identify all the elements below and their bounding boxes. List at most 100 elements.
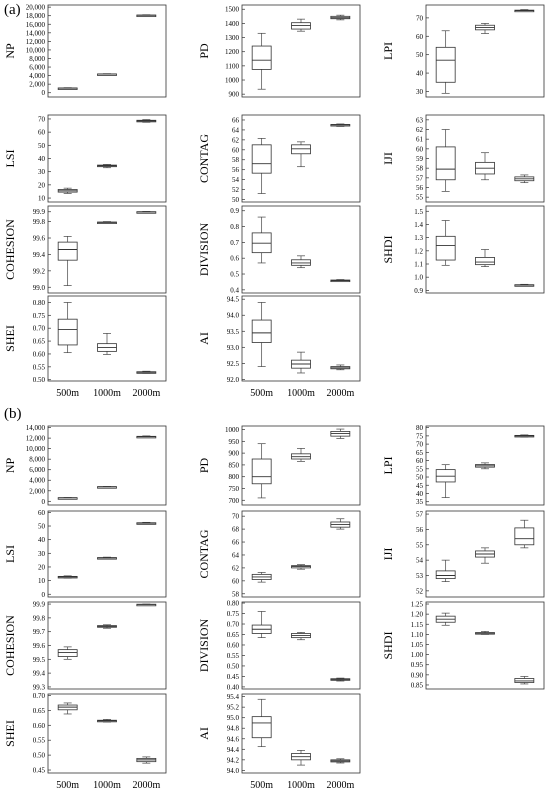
y-axis-label: AI (197, 727, 211, 740)
y-tick-label: 70 (416, 14, 424, 22)
y-tick-label: 0.60 (227, 641, 240, 649)
y-tick-label: 0.45 (33, 767, 46, 775)
y-tick-label: 0.50 (33, 376, 46, 384)
y-tick-label: 99.6 (33, 642, 46, 650)
plot-frame (241, 425, 361, 506)
box-500m (251, 443, 272, 499)
y-tick-label: 0.60 (33, 350, 46, 358)
y-tick-label: 10,000 (26, 46, 46, 54)
y-tick-label: 94.5 (227, 296, 240, 304)
box-2000m (330, 758, 351, 764)
box-1000m (97, 73, 117, 76)
y-tick-label: 0.4 (230, 286, 239, 294)
chart-ai: AI 92.0 92.5 93.0 93.5 94.0 94.5 500m 1000m 2000m (197, 295, 361, 399)
y-tick-label: 0.55 (33, 363, 46, 371)
y-tick-label: 66 (232, 116, 240, 124)
box-1000m (291, 750, 311, 766)
y-tick-label: 63 (416, 116, 424, 124)
y-tick-label: 1.05 (411, 641, 424, 649)
y-tick-label: 0.40 (227, 683, 240, 691)
y-tick-label: 62 (232, 564, 240, 572)
y-axis-label: NP (3, 458, 17, 474)
y-tick-label: 0.65 (33, 338, 46, 346)
y-tick-label: 99.7 (33, 628, 46, 636)
y-tick-label: 6,000 (29, 466, 45, 474)
y-tick-label: 70 (416, 441, 424, 449)
y-tick-label: 6,000 (29, 64, 45, 72)
x-tick-label: 2000m (326, 780, 354, 791)
x-tick-label: 500m (250, 388, 273, 399)
y-axis-label: COHESION (3, 219, 17, 280)
box-500m (57, 646, 78, 660)
box-500m (435, 30, 456, 94)
box-1000m (291, 351, 311, 374)
y-tick-label: 1000 (225, 426, 240, 434)
box-2000m (514, 283, 535, 287)
y-tick-label: 60 (232, 577, 240, 585)
box-500m (57, 575, 78, 579)
box-500m (251, 572, 272, 583)
box-1000m (291, 141, 311, 168)
panel-b: (b) NP 0 2,000 4,000 6,000 8,000 10,000 12,000 14… (3, 406, 545, 791)
chart-pd: PD 700 750 800 850 900 950 1000 (197, 425, 361, 506)
y-tick-label: 1.00 (411, 651, 424, 659)
box-2000m (330, 518, 351, 530)
plot-frame (47, 295, 167, 382)
y-tick-label: 18,000 (26, 12, 46, 20)
chart-shdi: SHDI 0.85 0.90 0.95 1.00 1.05 1.10 1.15 1.20 1.25 (381, 601, 545, 689)
y-tick-label: 0.65 (227, 631, 240, 639)
box-1000m (475, 547, 495, 564)
y-tick-label: 95.0 (227, 714, 240, 722)
y-tick-label: 30 (38, 550, 46, 558)
y-tick-label: 0.95 (411, 661, 424, 669)
y-tick-label: 900 (229, 91, 240, 99)
box-2000m (514, 519, 535, 549)
y-tick-label: 2,000 (29, 81, 45, 89)
chart-division: DIVISION 0.40 0.45 0.50 0.55 0.60 0.65 0.70 0.75… (197, 600, 361, 691)
box-500m (435, 464, 456, 498)
y-tick-label: 59 (416, 155, 424, 163)
plot-frame (47, 114, 167, 203)
y-tick-label: 750 (229, 485, 240, 493)
box-1000m (97, 624, 117, 629)
box-1000m (475, 249, 495, 267)
plot-frame (241, 693, 361, 774)
y-tick-label: 94.0 (227, 312, 240, 320)
box-1000m (291, 448, 311, 462)
y-axis-label: CONTAG (197, 134, 211, 183)
box-1000m (291, 632, 311, 641)
y-tick-label: 60 (38, 509, 46, 517)
y-tick-label: 1000 (225, 77, 240, 85)
y-tick-label: 95.4 (227, 693, 240, 701)
y-tick-label: 56 (416, 526, 424, 534)
y-tick-label: 0.50 (33, 752, 46, 760)
iqr-box (435, 570, 456, 579)
iqr-box (291, 144, 311, 155)
box-1000m (97, 332, 117, 355)
y-axis-label: COHESION (3, 615, 17, 676)
y-tick-label: 12,000 (26, 38, 46, 46)
y-tick-label: 0.70 (227, 621, 240, 629)
y-tick-label: 50 (38, 142, 46, 150)
y-tick-label: 52 (416, 587, 424, 595)
panel-label: (a) (4, 2, 21, 18)
plot-frame (47, 693, 167, 774)
box-2000m (330, 279, 351, 283)
y-tick-label: 64 (232, 551, 240, 559)
y-tick-label: 0.75 (227, 610, 240, 618)
y-tick-label: 0 (42, 498, 46, 506)
x-tick-label: 1000m (93, 388, 121, 399)
y-tick-label: 2,000 (29, 487, 45, 495)
box-500m (57, 236, 78, 286)
box-1000m (475, 630, 495, 635)
chart-contag: CONTAG 58 60 62 64 66 68 70 (197, 510, 361, 598)
y-tick-label: 1.10 (411, 631, 424, 639)
y-tick-label: 55 (416, 194, 424, 202)
iqr-box (514, 527, 535, 546)
box-2000m (330, 677, 351, 682)
y-tick-label: 99.5 (33, 656, 46, 664)
y-tick-label: 75 (416, 432, 424, 440)
y-tick-label: 60 (38, 129, 46, 137)
y-tick-label: 0.8 (230, 223, 239, 231)
box-2000m (136, 14, 157, 18)
